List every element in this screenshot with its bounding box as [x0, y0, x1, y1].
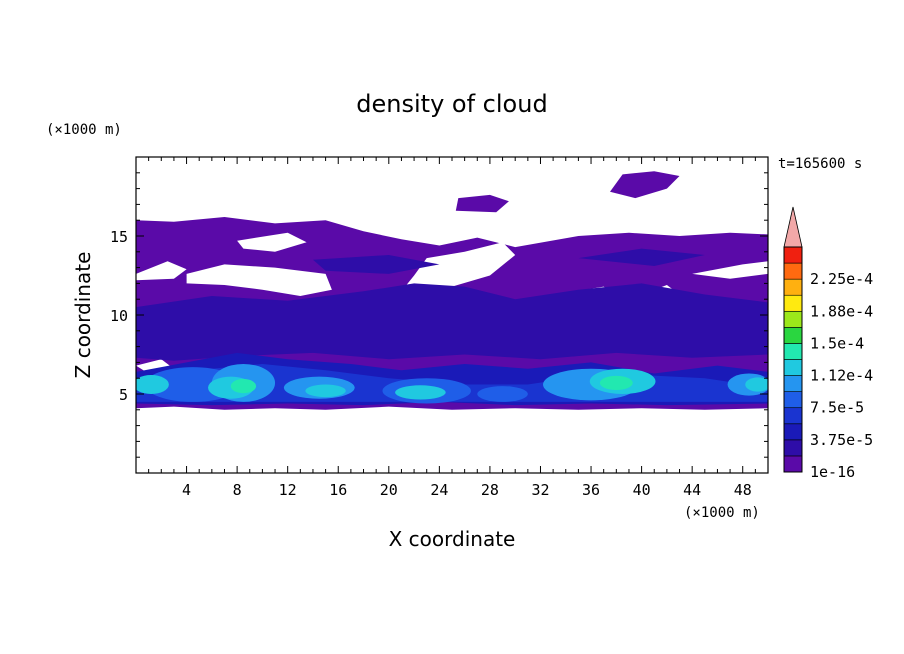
y-tick-label: 10 [110, 307, 128, 325]
colorbar-label: 3.75e-5 [810, 431, 873, 449]
colorbar-label: 2.25e-4 [810, 270, 873, 288]
colorbar-swatch [783, 262, 803, 280]
y-tick-label: 15 [110, 228, 128, 246]
colorbar-swatch [783, 359, 803, 376]
y-axis-label: Z coordinate [71, 252, 95, 379]
chart-title: density of cloud [356, 90, 547, 118]
x-tick-label: 32 [531, 481, 549, 499]
x-tick-label: 44 [683, 481, 701, 499]
contour-field [136, 171, 768, 410]
colorbar: 1e-16 3.75e-5 7.5e-5 1.12e-4 1.5e-4 1.88e-4 2.… [783, 206, 873, 481]
cloud-level-2 [136, 283, 768, 361]
colorbar-swatch [783, 278, 803, 296]
y-unit-label: (×1000 m) [46, 122, 122, 138]
colorbar-swatch [783, 310, 803, 328]
x-tick-label: 20 [380, 481, 398, 499]
x-tick-label: 16 [329, 481, 347, 499]
cloud-core [305, 384, 346, 398]
cloud-patch-upper [610, 171, 680, 199]
cloud-gap [692, 261, 768, 279]
cloud-core [395, 385, 446, 400]
cloud-core [477, 386, 528, 402]
colorbar-label: 1e-16 [810, 463, 855, 481]
colorbar-swatch [783, 407, 803, 425]
cloud-gap [237, 232, 307, 252]
x-tick-label: 48 [734, 481, 752, 499]
colorbar-swatch [783, 455, 803, 473]
colorbar-swatch [783, 327, 803, 344]
cloud-gap [136, 261, 187, 281]
x-axis-label: X coordinate [389, 527, 516, 551]
cloud-core [136, 375, 169, 394]
colorbar-swatch [783, 246, 803, 264]
x-tick-label: 4 [182, 481, 191, 499]
cloud-level-2 [578, 248, 705, 266]
colorbar-label: 1.5e-4 [810, 334, 864, 352]
cloud-level-2 [313, 255, 440, 274]
y-tick-label: 5 [119, 386, 128, 404]
cloud-core [230, 378, 257, 394]
cloud-patch-upper [455, 194, 509, 213]
x-unit-label: (×1000 m) [684, 505, 760, 521]
cloud-core [599, 375, 633, 391]
x-tick-label: 40 [633, 481, 651, 499]
colorbar-label: 1.12e-4 [810, 367, 873, 385]
colorbar-swatch [783, 343, 803, 360]
cloud-gap [186, 264, 332, 296]
colorbar-label: 1.88e-4 [810, 302, 873, 320]
colorbar-swatch [783, 391, 803, 409]
x-tick-label: 8 [233, 481, 242, 499]
x-tick-label: 24 [430, 481, 448, 499]
colorbar-label: 7.5e-5 [810, 399, 864, 417]
colorbar-swatch [783, 375, 803, 392]
colorbar-swatch [783, 439, 803, 457]
colorbar-extend-triangle [783, 206, 803, 248]
x-tick-label: 36 [582, 481, 600, 499]
cloud-core [745, 377, 768, 392]
x-tick-label: 28 [481, 481, 499, 499]
colorbar-swatch [783, 294, 803, 312]
colorbar-frame [783, 246, 803, 473]
time-label: t=165600 s [778, 156, 862, 172]
x-tick-label: 12 [279, 481, 297, 499]
colorbar-swatch [783, 423, 803, 441]
